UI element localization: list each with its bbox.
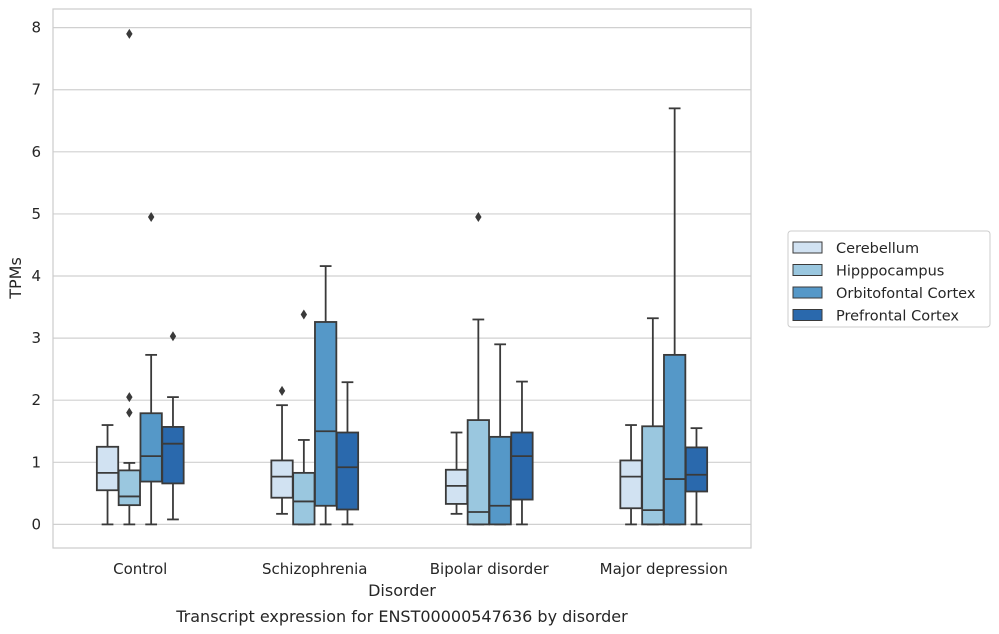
box-body [270, 459, 294, 499]
box-body [466, 419, 490, 526]
box-body [663, 353, 687, 526]
outlier-point-1 [126, 392, 133, 403]
x-tick-label-0: Control [113, 560, 167, 578]
y-tick-label-7: 7 [31, 81, 41, 99]
box-3-2 [510, 380, 534, 526]
outlier-point-0 [278, 385, 286, 396]
x-tick-label-1: Schizophrenia [262, 560, 367, 578]
plot-frame [52, 8, 752, 549]
y-tick-labels: 0 1 2 3 4 5 6 7 8 [31, 19, 41, 534]
legend-swatch-3 [792, 309, 823, 321]
x-tick-label-3: Major depression [600, 560, 728, 578]
box-series [95, 28, 709, 526]
y-tick-label-0: 0 [31, 515, 41, 533]
legend-swatch-1 [792, 264, 823, 276]
legend-frame [787, 230, 991, 328]
box-0-2 [444, 431, 469, 515]
box-body [139, 412, 163, 483]
outlier-point-0 [300, 309, 308, 320]
box-0-0 [95, 424, 120, 526]
y-tick-label-4: 4 [31, 267, 41, 285]
chart-caption: Transcript expression for ENST0000054763… [175, 607, 628, 626]
outlier-point-0 [475, 212, 482, 223]
box-3-3 [684, 427, 709, 526]
box-2-1 [314, 265, 338, 526]
box-body [335, 431, 360, 511]
box-body [314, 321, 338, 507]
box-3-1 [335, 381, 360, 526]
outlier-point-2 [126, 28, 133, 39]
box-body [117, 469, 141, 507]
box-body [292, 471, 316, 526]
box-0-3 [619, 424, 643, 526]
y-tick-label-1: 1 [31, 453, 41, 471]
outlier-point-0 [126, 407, 133, 418]
grid-lines [53, 27, 751, 526]
box-1-1 [292, 309, 316, 526]
box-body [510, 431, 534, 501]
box-body [619, 459, 643, 510]
box-body [95, 445, 120, 492]
x-tick-label-2: Bipolar disorder [430, 560, 550, 578]
box-2-0 [139, 212, 163, 526]
y-axis-label: TPMs [6, 257, 25, 300]
legend-entry-1: Hipppocampus [836, 264, 944, 280]
legend-swatch-0 [792, 241, 823, 254]
box-body [161, 426, 185, 485]
legend: Cerebellum Hipppocampus Orbitofontal Corte… [787, 230, 991, 328]
box-2-3 [663, 107, 687, 526]
outlier-point-0 [169, 331, 177, 342]
legend-entry-3: Prefrontal Cortex [836, 309, 959, 325]
y-tick-label-8: 8 [31, 19, 41, 37]
box-3-0 [161, 331, 185, 521]
y-tick-label-6: 6 [31, 143, 41, 161]
y-tick-label-5: 5 [31, 205, 41, 223]
y-tick-label-3: 3 [31, 329, 41, 347]
box-body [444, 468, 469, 505]
box-body [488, 435, 512, 526]
x-axis-label: Disorder [368, 581, 436, 600]
x-tick-labels: Control Schizophrenia Bipolar disorder Majo… [113, 560, 728, 578]
legend-entry-2: Orbitofontal Cortex [836, 286, 976, 302]
legend-entry-0: Cerebellum [836, 241, 919, 257]
box-1-0 [117, 28, 141, 526]
outlier-point-0 [147, 212, 155, 223]
legend-swatch-2 [792, 286, 823, 299]
box-1-3 [641, 317, 665, 526]
box-body [684, 446, 709, 493]
y-tick-label-2: 2 [31, 391, 41, 409]
box-2-2 [488, 343, 512, 526]
